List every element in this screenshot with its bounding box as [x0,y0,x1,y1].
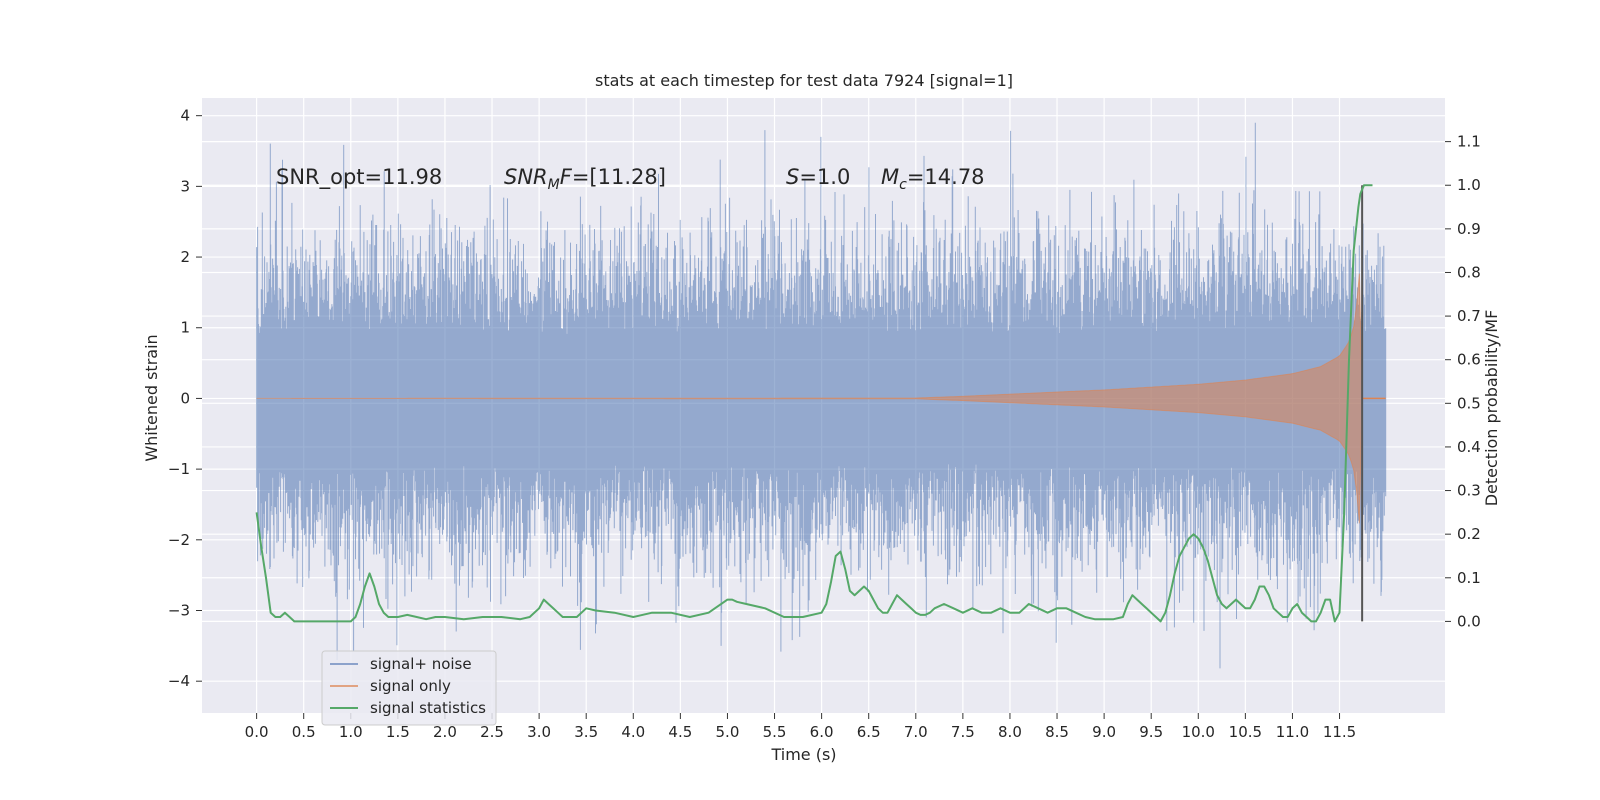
s-value: =1.0 [799,165,850,189]
x-tick-label: 7.5 [951,723,975,741]
y-left-tick-label: 0 [180,389,190,407]
snr-mf-sub: M [548,177,560,193]
x-tick-label: 1.5 [386,723,410,741]
y-left-tick-label: 3 [180,177,190,195]
snr-mf-f: F [560,165,573,189]
y-left-tick-label: −4 [168,672,190,690]
s-symbol: S [786,165,799,189]
y-left-axis-ticks: 4 3 2 1 0 −1 −2 −3 −4 [168,107,202,690]
y-right-tick-label: 0.4 [1457,438,1481,456]
y-right-tick-label: 0.8 [1457,263,1481,281]
x-tick-label: 5.5 [763,723,787,741]
x-tick-label: 10.5 [1229,723,1262,741]
annotation-snr-mf: SNRMF=[11.28] [504,165,666,193]
x-tick-label: 4.0 [621,723,645,741]
annotation-s: S=1.0 [786,165,850,189]
x-tick-label: 11.0 [1276,723,1309,741]
y-left-tick-label: −2 [168,531,190,549]
y-right-tick-label: 0.2 [1457,525,1481,543]
y-right-tick-label: 0.7 [1457,307,1481,325]
x-tick-label: 2.0 [433,723,457,741]
x-tick-label: 9.5 [1139,723,1163,741]
x-tick-label: 4.5 [668,723,692,741]
x-tick-label: 0.5 [292,723,316,741]
x-tick-label: 8.0 [998,723,1022,741]
y-left-tick-label: −3 [168,602,190,620]
x-tick-label: 10.0 [1182,723,1215,741]
stats-line [255,184,1373,623]
x-tick-label: 8.5 [1045,723,1069,741]
x-tick-label: 0.0 [245,723,269,741]
stats-series [255,184,1373,623]
annotation-mc: Mc=14.78 [881,165,985,193]
y-right-axis-ticks: 1.1 1.0 0.9 0.8 0.7 0.6 0.5 0.4 0.3 0.2 0.1 0.0 [1445,133,1481,630]
y-left-tick-label: −1 [168,460,190,478]
x-tick-label: 3.0 [527,723,551,741]
x-axis-label: Time (s) [770,745,836,764]
annotation-snr-opt: SNR_opt=11.98 [276,165,442,190]
y-right-tick-label: 0.6 [1457,351,1481,369]
y-left-tick-label: 2 [180,248,190,266]
legend-label-signal: signal only [370,677,451,695]
snr-mf-base: SNR [504,165,548,189]
x-tick-label: 9.0 [1092,723,1116,741]
y-right-tick-label: 1.0 [1457,176,1481,194]
y-right-tick-label: 0.3 [1457,482,1481,500]
y-right-tick-label: 0.0 [1457,612,1481,630]
x-tick-label: 6.0 [810,723,834,741]
mc-symbol: M [881,165,899,189]
y-left-axis-label: Whitened strain [142,334,161,461]
mc-value: =14.78 [907,165,985,189]
x-tick-label: 5.0 [716,723,740,741]
mc-sub: c [899,177,907,193]
legend: signal+ noise signal only signal statist… [321,650,497,726]
x-tick-label: 7.0 [904,723,928,741]
y-right-tick-label: 0.5 [1457,394,1481,412]
y-right-tick-label: 1.1 [1457,133,1481,151]
x-tick-label: 3.5 [574,723,598,741]
x-axis-ticks: 0.0 0.5 1.0 1.5 2.0 2.5 3.0 3.5 4.0 4.5 5.0 5.5 6.0 6… [245,713,1356,741]
chart-title: stats at each timestep for test data 792… [595,71,1013,90]
y-left-tick-label: 1 [180,319,190,337]
legend-label-noise: signal+ noise [370,655,472,673]
y-right-tick-label: 0.9 [1457,220,1481,238]
y-left-tick-label: 4 [180,107,190,125]
x-tick-label: 6.5 [857,723,881,741]
y-right-axis-label: Detection probability/MF [1482,310,1501,507]
snr-mf-value: =[11.28] [572,165,666,189]
x-tick-label: 2.5 [480,723,504,741]
legend-box [321,650,497,726]
x-tick-label: 11.5 [1323,723,1356,741]
legend-label-stats: signal statistics [370,699,486,717]
y-right-tick-label: 0.1 [1457,569,1481,587]
x-tick-label: 1.0 [339,723,363,741]
